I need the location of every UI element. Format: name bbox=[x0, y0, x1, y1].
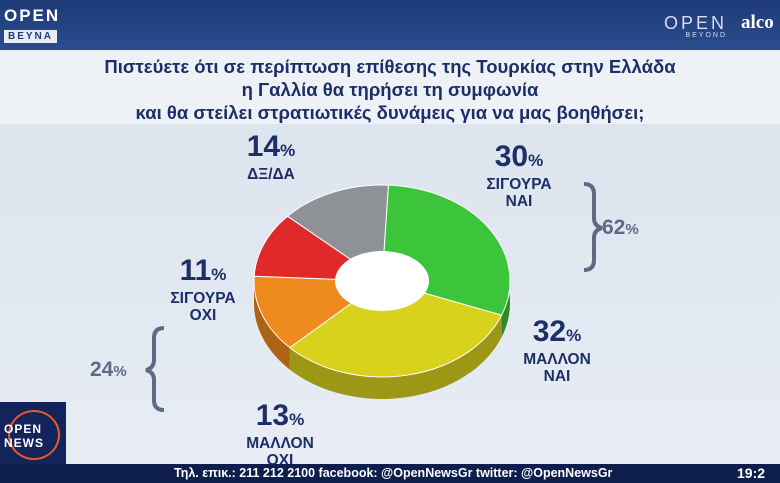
question-line-2: η Γαλλία θα τηρήσει τη συμφωνία bbox=[241, 79, 539, 100]
pie-hole bbox=[335, 251, 429, 311]
sponsor-logo: alco bbox=[741, 12, 774, 33]
clock: 19:2 bbox=[737, 465, 766, 481]
ticker-bar: Τηλ. επικ.: 211 212 2100 facebook: @Open… bbox=[0, 464, 780, 483]
slice-label-mallon-oxi: 13% ΜΑΛΛΟΝ ΟΧΙ bbox=[230, 399, 330, 470]
plot-area: 30% ΣΙΓΟΥΡΑ ΝΑΙ 32% ΜΑΛΛΟΝ ΝΑΙ 13% ΜΑΛΛΟ… bbox=[0, 124, 780, 469]
slice-name: ΣΙΓΟΥΡΑ bbox=[486, 176, 552, 193]
open-beyond-logo: OPEN BEYOND bbox=[664, 14, 727, 39]
pie-chart bbox=[145, 182, 603, 412]
slice-name: ΜΑΛΛΟΝ bbox=[523, 351, 591, 368]
slice-value: 14 bbox=[246, 130, 281, 163]
logo-ring bbox=[8, 410, 60, 460]
question-line-1: Πιστεύετε ότι σε περίπτωση επίθεσης της … bbox=[104, 56, 676, 77]
unit: % bbox=[528, 151, 544, 170]
slice-name: ΔΞ/ΔΑ bbox=[247, 166, 295, 183]
group-total-no: 24% bbox=[90, 358, 127, 382]
unit: % bbox=[289, 410, 305, 429]
slice-name: ΝΑΙ bbox=[543, 368, 571, 385]
top-bar: OPEN BEYNA OPEN BEYOND alco bbox=[0, 0, 780, 50]
open-beyond-word: OPEN bbox=[664, 13, 728, 33]
slice-label-mallon-nai: 32% ΜΑΛΛΟΝ ΝΑΙ bbox=[512, 315, 602, 386]
slice-label-sigoura-nai: 30% ΣΙΓΟΥΡΑ ΝΑΙ bbox=[474, 140, 564, 211]
unit: % bbox=[280, 141, 296, 160]
slice-name: ΜΑΛΛΟΝ bbox=[246, 435, 314, 452]
channel-logo: OPEN BEYNA bbox=[4, 6, 60, 44]
brace-left bbox=[145, 326, 165, 412]
unit: % bbox=[566, 326, 582, 345]
slice-value: 11 bbox=[179, 254, 212, 287]
unit: % bbox=[625, 221, 639, 238]
question-panel: Πιστεύετε ότι σε περίπτωση επίθεσης της … bbox=[0, 50, 780, 124]
group-value: 62 bbox=[602, 216, 626, 239]
unit: % bbox=[113, 363, 127, 380]
group-value: 24 bbox=[90, 358, 114, 381]
logo-text-news: NEWS bbox=[4, 436, 44, 450]
slice-label-sigoura-oxi: 11% ΣΙΓΟΥΡΑ ΟΧΙ bbox=[158, 254, 248, 325]
slice-name: ΟΧΙ bbox=[189, 307, 217, 324]
channel-logo-word: OPEN bbox=[4, 6, 61, 25]
ticker-contact-text: Τηλ. επικ.: 211 212 2100 facebook: @Open… bbox=[174, 466, 613, 480]
open-beyond-sub: BEYOND bbox=[685, 32, 728, 39]
slice-label-dx-da: 14% ΔΞ/ΔΑ bbox=[226, 130, 316, 184]
slice-name: ΣΙΓΟΥΡΑ bbox=[170, 290, 236, 307]
channel-logo-sub: BEYNA bbox=[4, 30, 58, 43]
question-line-3: και θα στείλει στρατιωτικές δυνάμεις για… bbox=[135, 102, 645, 123]
slice-value: 30 bbox=[494, 140, 529, 173]
pie-slice bbox=[288, 280, 503, 378]
slice-value: 32 bbox=[532, 315, 567, 348]
group-total-yes: 62% bbox=[602, 216, 639, 240]
unit: % bbox=[211, 265, 227, 284]
pie-slice-side bbox=[254, 276, 290, 370]
logo-text-open: OPEN bbox=[4, 422, 43, 436]
open-news-logo: OPEN NEWS bbox=[0, 402, 66, 464]
slice-name: ΝΑΙ bbox=[505, 193, 533, 210]
brace-right bbox=[583, 182, 603, 272]
pie-slice-side bbox=[289, 315, 502, 399]
slice-value: 13 bbox=[255, 399, 290, 432]
